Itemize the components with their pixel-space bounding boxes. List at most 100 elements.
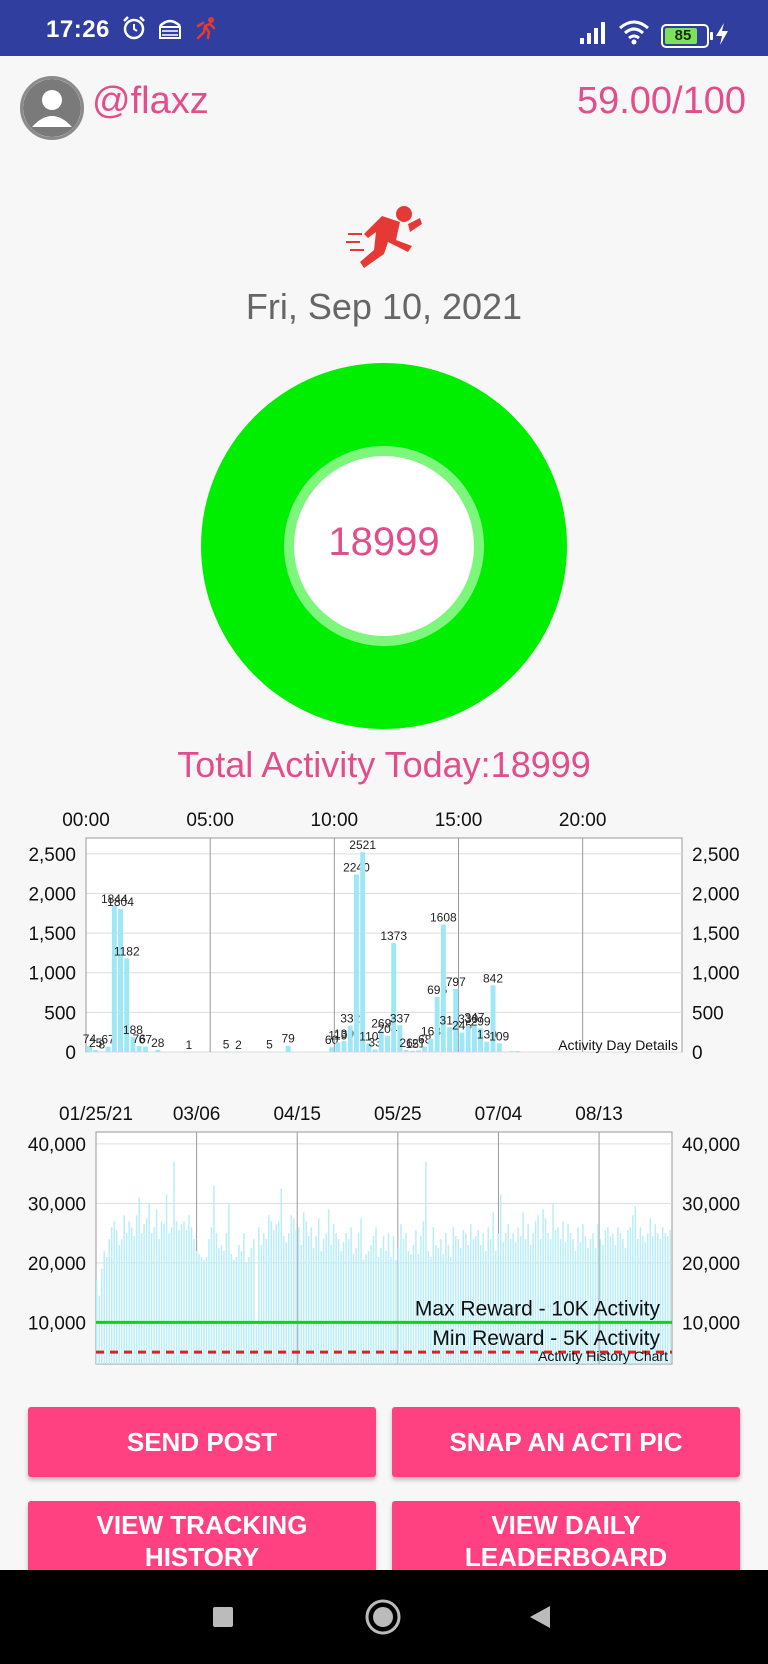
history-chart-bar (115, 1230, 118, 1364)
history-chart-bar (470, 1224, 472, 1364)
history-chart-bar (445, 1233, 447, 1364)
history-chart-bar (509, 1239, 512, 1364)
history-chart-bar (133, 1236, 135, 1364)
view-tracking-label-line1: VIEW TRACKING (96, 1510, 308, 1540)
day-chart-bar (267, 1051, 273, 1053)
day-chart-data-label: 299 (471, 1014, 491, 1028)
day-chart-data-label: 28 (151, 1036, 165, 1050)
day-chart-data-label: 110 (359, 1029, 378, 1043)
history-chart-bar (278, 1221, 280, 1364)
history-chart-bar (297, 1227, 300, 1364)
day-chart-bar (366, 1043, 372, 1052)
history-chart-bar (295, 1230, 297, 1364)
history-chart-bar (619, 1233, 622, 1364)
wifi-icon (619, 20, 649, 45)
day-chart-bar (447, 1027, 453, 1052)
recents-icon[interactable] (212, 1606, 234, 1628)
day-chart-data-label: 188 (123, 1023, 143, 1037)
history-chart-bar (230, 1253, 233, 1364)
history-chart-bar (637, 1239, 639, 1364)
day-chart-data-label: 79 (281, 1032, 295, 1046)
history-chart-bar (100, 1268, 103, 1364)
history-chart-bar (268, 1215, 270, 1364)
history-chart-bar (377, 1256, 380, 1364)
history-chart-x-tick: 01/25/21 (59, 1104, 133, 1125)
day-chart-bar (223, 1051, 229, 1053)
day-chart-data-label: 1373 (380, 929, 407, 943)
history-chart-bar (203, 1259, 205, 1364)
history-chart-bar (407, 1250, 410, 1364)
day-chart-bar (409, 1050, 415, 1052)
history-chart-bar (365, 1253, 367, 1364)
day-chart-x-tick: 05:00 (186, 810, 234, 831)
history-chart-bar (395, 1259, 397, 1364)
history-chart-bar (612, 1233, 614, 1364)
history-chart-bar (258, 1227, 260, 1364)
day-chart-bar (515, 1051, 521, 1052)
history-chart-bar (574, 1250, 577, 1364)
history-chart-x-tick: 05/25 (374, 1104, 422, 1125)
day-chart-data-label: 337 (390, 1011, 410, 1025)
history-chart-bar (235, 1256, 238, 1364)
view-daily-leaderboard-button[interactable]: VIEW DAILY LEADERBOARD (392, 1501, 740, 1581)
day-chart-data-label: 76 (132, 1032, 146, 1046)
day-chart-bar (422, 1046, 428, 1052)
history-chart-bar (422, 1221, 425, 1364)
history-chart-bar (559, 1239, 562, 1364)
history-chart-bar (589, 1239, 592, 1364)
day-chart-data-label: 1804 (107, 895, 134, 909)
day-chart-bar (372, 1049, 378, 1052)
history-chart-bar (312, 1248, 315, 1364)
history-chart-bar (210, 1227, 213, 1364)
home-icon[interactable] (364, 1598, 402, 1636)
view-tracking-history-button[interactable]: VIEW TRACKING HISTORY (28, 1501, 376, 1581)
day-chart-y-tick-right: 0 (692, 1043, 703, 1064)
send-post-button[interactable]: SEND POST (28, 1407, 376, 1477)
status-bar: 17:26 85 (0, 0, 768, 56)
day-chart-bar (360, 852, 366, 1052)
day-chart-data-label: 74 (83, 1032, 97, 1046)
day-chart-bar (378, 1030, 384, 1052)
history-chart-bar (113, 1221, 115, 1364)
history-chart-bar (532, 1233, 534, 1364)
history-chart-bar (537, 1215, 539, 1364)
history-chart-bar (345, 1233, 347, 1364)
history-chart-bar (145, 1218, 148, 1364)
view-leaderboard-label-line1: VIEW DAILY (491, 1510, 641, 1540)
day-chart-bar (124, 958, 130, 1052)
back-icon[interactable] (528, 1604, 552, 1630)
history-chart-bar (432, 1227, 435, 1364)
history-chart-bar (392, 1236, 395, 1364)
history-chart-bar (587, 1248, 589, 1364)
day-chart-y-tick-left: 1,500 (28, 924, 76, 945)
day-chart-bar (93, 1050, 99, 1052)
day-chart-data-label: 842 (483, 971, 503, 985)
history-chart-bar (455, 1236, 457, 1364)
history-chart-bar (350, 1227, 352, 1364)
day-chart-bar (496, 1043, 502, 1052)
history-chart-bar (599, 1239, 602, 1364)
history-chart-bar (552, 1203, 554, 1364)
avatar-icon (23, 79, 81, 137)
history-chart-bar (108, 1239, 110, 1364)
history-chart-bar (639, 1227, 642, 1364)
history-chart-bar (103, 1250, 105, 1364)
username[interactable]: @flaxz (92, 80, 209, 122)
history-chart-bar (592, 1233, 594, 1364)
history-chart-bar (215, 1233, 218, 1364)
history-chart-bar (607, 1227, 609, 1364)
history-chart-bar (310, 1227, 312, 1364)
history-chart-bar (522, 1212, 524, 1364)
history-chart-bar (307, 1236, 310, 1364)
snap-acti-pic-button[interactable]: SNAP AN ACTI PIC (392, 1407, 740, 1477)
avatar[interactable] (20, 76, 84, 140)
history-chart-bar (412, 1245, 415, 1364)
history-chart-bar (579, 1242, 582, 1364)
day-chart-x-tick: 00:00 (62, 810, 110, 831)
history-chart-bar (188, 1215, 190, 1364)
history-chart-bar (420, 1236, 422, 1364)
day-chart-x-tick: 10:00 (311, 810, 359, 831)
activity-day-chart-svg: 0 0 500 500 1,000 1,000 1,500 1,500 2,000 2,000 2,… (28, 810, 739, 1064)
history-chart-bar (317, 1218, 320, 1364)
history-chart-bar (450, 1256, 452, 1364)
